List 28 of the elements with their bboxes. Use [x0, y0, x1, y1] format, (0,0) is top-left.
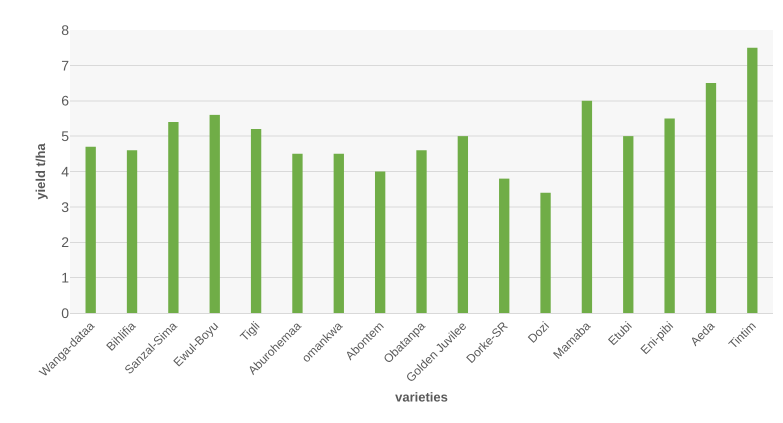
bar [499, 178, 510, 313]
y-tick-label: 6 [61, 92, 70, 109]
y-tick-label: 0 [61, 304, 70, 321]
x-axis-title: varieties [395, 390, 448, 404]
bar [623, 136, 634, 313]
y-tick-label: 7 [61, 57, 70, 74]
bar [210, 114, 220, 313]
y-tick-label: 4 [61, 163, 70, 180]
y-axis-title: yield t/ha [33, 142, 48, 200]
y-tick-label: 2 [61, 234, 70, 250]
y-tick-label: 5 [61, 128, 70, 144]
bar [86, 146, 96, 313]
y-tick-label: 1 [61, 270, 70, 286]
bar [582, 100, 592, 313]
bar [416, 150, 427, 313]
bar [664, 118, 675, 313]
bar [747, 48, 758, 313]
bar [540, 192, 551, 313]
bar [706, 83, 716, 313]
bar [374, 172, 386, 313]
bar [334, 154, 344, 313]
bar [292, 154, 303, 313]
bar [458, 136, 468, 313]
y-tick-label: 3 [61, 198, 70, 215]
y-tick-label: 8 [61, 22, 70, 38]
bar [168, 122, 179, 313]
bar [250, 129, 262, 313]
bar [126, 150, 138, 313]
